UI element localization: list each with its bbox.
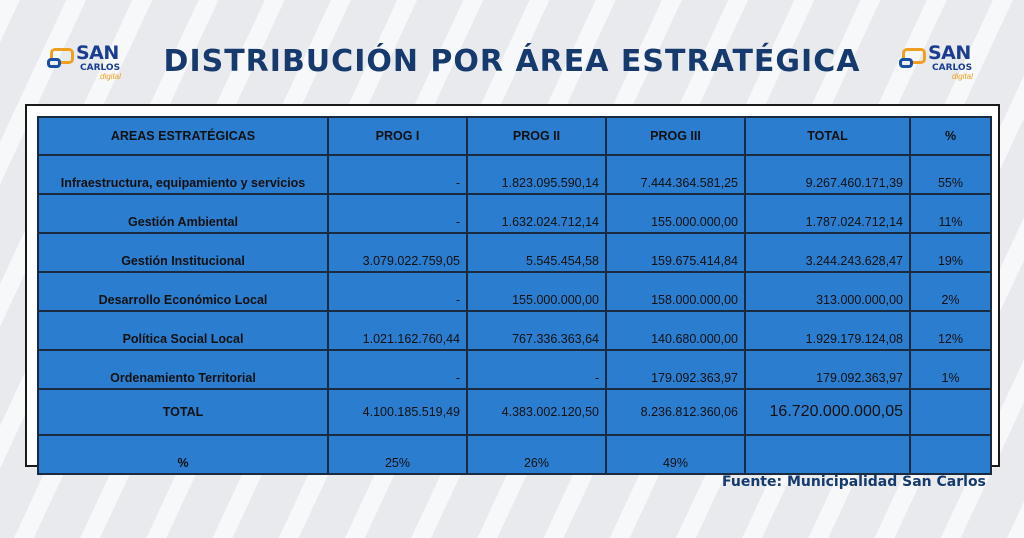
san-carlos-logo-right: SAN CARLOS digital (899, 42, 992, 82)
total-cell: 3.244.243.628,47 (744, 232, 911, 273)
header-cell: TOTAL (744, 116, 911, 156)
value-cell: 1.021.162.760,44 (327, 310, 468, 351)
table-percent-row: % 25% 26% 49% (37, 434, 992, 475)
table-panel: AREAS ESTRATÉGICAS PROG I PROG II PROG I… (25, 104, 1000, 475)
value-cell: 767.336.363,64 (466, 310, 607, 351)
percent-cell: 12% (909, 310, 992, 351)
header-cell: PROG I (327, 116, 468, 156)
percent-cell: 2% (909, 271, 992, 312)
table-row: Política Social Local 1.021.162.760,44 7… (37, 310, 992, 351)
value-cell: 140.680.000,00 (605, 310, 746, 351)
total-value-cell: 4.100.185.519,49 (327, 388, 468, 436)
value-cell: - (327, 193, 468, 234)
table-row: Desarrollo Económico Local - 155.000.000… (37, 271, 992, 312)
total-cell: 9.267.460.171,39 (744, 154, 911, 195)
distribution-table: AREAS ESTRATÉGICAS PROG I PROG II PROG I… (37, 116, 992, 475)
area-cell: Gestión Ambiental (37, 193, 329, 234)
chat-bubble-icon (47, 48, 74, 68)
logo-text-carlos: CARLOS (932, 63, 973, 73)
table-row: Gestión Ambiental - 1.632.024.712,14 155… (37, 193, 992, 234)
table-row: Infraestructura, equipamiento y servicio… (37, 154, 992, 195)
value-cell: - (327, 154, 468, 195)
page-title: DISTRIBUCIÓN POR ÁREA ESTRATÉGICA (163, 44, 861, 79)
logo-text-digital: digital (100, 72, 121, 81)
total-cell: 1.787.024.712,14 (744, 193, 911, 234)
header-cell: AREAS ESTRATÉGICAS (37, 116, 329, 156)
logo-text-digital: digital (952, 72, 973, 81)
chat-bubble-icon (899, 48, 926, 68)
area-cell: Política Social Local (37, 310, 329, 351)
value-cell: 1.632.024.712,14 (466, 193, 607, 234)
percent-cell: 26% (466, 434, 607, 475)
area-cell: Gestión Institucional (37, 232, 329, 273)
empty-cell (909, 434, 992, 475)
value-cell: 155.000.000,00 (605, 193, 746, 234)
header-cell: PROG II (466, 116, 607, 156)
area-cell: Desarrollo Económico Local (37, 271, 329, 312)
table-header-row: AREAS ESTRATÉGICAS PROG I PROG II PROG I… (37, 116, 992, 156)
percent-cell: 25% (327, 434, 468, 475)
percent-cell: 11% (909, 193, 992, 234)
value-cell: 158.000.000,00 (605, 271, 746, 312)
grand-total-cell: 16.720.000.000,05 (744, 388, 911, 436)
value-cell: - (327, 349, 468, 390)
percent-cell: 19% (909, 232, 992, 273)
header-cell: % (909, 116, 992, 156)
value-cell: - (327, 271, 468, 312)
value-cell: 155.000.000,00 (466, 271, 607, 312)
san-carlos-logo-left: SAN CARLOS digital (47, 42, 140, 82)
percent-cell: 1% (909, 349, 992, 390)
value-cell: 7.444.364.581,25 (605, 154, 746, 195)
value-cell: 1.823.095.590,14 (466, 154, 607, 195)
area-cell: Infraestructura, equipamiento y servicio… (37, 154, 329, 195)
total-label: TOTAL (37, 388, 329, 436)
percent-cell: 55% (909, 154, 992, 195)
value-cell: 3.079.022.759,05 (327, 232, 468, 273)
value-cell: - (466, 349, 607, 390)
total-cell: 179.092.363,97 (744, 349, 911, 390)
logo-text-san: SAN (928, 42, 971, 64)
value-cell: 179.092.363,97 (605, 349, 746, 390)
table-row: Gestión Institucional 3.079.022.759,05 5… (37, 232, 992, 273)
table-total-row: TOTAL 4.100.185.519,49 4.383.002.120,50 … (37, 388, 992, 436)
empty-cell (744, 434, 911, 475)
percent-cell: 49% (605, 434, 746, 475)
total-value-cell: 4.383.002.120,50 (466, 388, 607, 436)
logo-text-carlos: CARLOS (80, 63, 121, 73)
total-value-cell: 8.236.812.360,06 (605, 388, 746, 436)
value-cell: 159.675.414,84 (605, 232, 746, 273)
header-cell: PROG III (605, 116, 746, 156)
total-cell: 1.929.179.124,08 (744, 310, 911, 351)
percent-label: % (37, 434, 329, 475)
source-note: Fuente: Municipalidad San Carlos (722, 474, 986, 490)
value-cell: 5.545.454,58 (466, 232, 607, 273)
table-row: Ordenamiento Territorial - - 179.092.363… (37, 349, 992, 390)
logo-text-san: SAN (76, 42, 119, 64)
area-cell: Ordenamiento Territorial (37, 349, 329, 390)
total-cell: 313.000.000,00 (744, 271, 911, 312)
empty-cell (909, 388, 992, 436)
